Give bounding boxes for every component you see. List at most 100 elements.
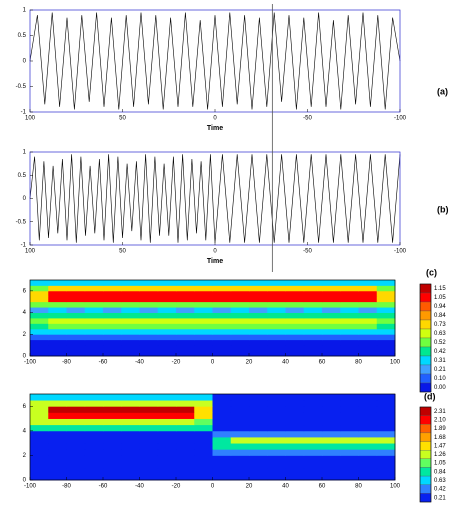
heat-cell (230, 296, 250, 303)
heat-cell (103, 473, 122, 481)
heat-cell (230, 400, 250, 407)
heat-cell (376, 449, 396, 456)
heat-cell (30, 345, 49, 351)
heat-cell (212, 449, 232, 456)
heat-cell (230, 394, 250, 401)
colorbar-label: 0.63 (434, 478, 446, 484)
heat-cell (303, 437, 323, 444)
heat-cell (249, 339, 268, 346)
heat-cell (157, 443, 177, 450)
heat-cell (358, 312, 378, 319)
heat-cell (230, 328, 250, 335)
heat-cell (139, 430, 159, 438)
heat-cell (121, 312, 140, 319)
heat-cell (322, 318, 341, 324)
heat-cell (212, 323, 232, 330)
heat-cell (84, 290, 104, 297)
heat-cell (376, 412, 396, 419)
heat-cell (48, 290, 67, 297)
y-tick-label: 2 (23, 332, 27, 338)
colorbar-label: 0.84 (434, 313, 446, 319)
x-tick-label: -20 (172, 360, 181, 366)
x-tick-label: 100 (25, 116, 36, 122)
heat-cell (303, 301, 323, 308)
heat-cell (322, 339, 341, 346)
panel-label: (d) (424, 391, 436, 401)
heat-cell (30, 328, 49, 335)
heat-cell (249, 307, 268, 313)
heat-cell (176, 339, 195, 346)
heat-cell (285, 345, 305, 351)
heat-cell (121, 424, 140, 432)
x-tick-label: 50 (119, 116, 126, 122)
heat-cell (249, 334, 268, 341)
heat-cell (267, 301, 286, 308)
colorbar-swatch (419, 328, 432, 339)
heat-cell (176, 400, 195, 407)
heat-cell (48, 280, 67, 286)
heat-cell (30, 339, 49, 346)
heat-cell (212, 350, 232, 357)
heat-cell (48, 394, 67, 401)
x-tick-label: -60 (99, 484, 108, 490)
heat-cell (139, 424, 159, 432)
heat-cell (139, 280, 159, 286)
heat-cell (358, 350, 378, 357)
heat-cell (157, 400, 177, 407)
heat-cell (157, 424, 177, 432)
heat-cell (249, 443, 268, 450)
heat-cell (285, 334, 305, 341)
x-tick-label: -100 (394, 249, 407, 255)
heat-cell (285, 443, 305, 450)
heat-cell (376, 473, 396, 481)
heat-cell (376, 400, 396, 407)
heat-cell (103, 412, 122, 419)
heat-cell (285, 350, 305, 357)
heat-cell (103, 323, 122, 330)
heat-cell (340, 339, 359, 346)
heat-cell (84, 455, 104, 462)
heat-cell (48, 406, 67, 413)
heat-cell (48, 455, 67, 462)
heat-cell (303, 449, 323, 456)
heat-cell (157, 318, 177, 324)
heat-cell (176, 328, 195, 335)
heat-cell (84, 449, 104, 456)
heat-cell (358, 307, 378, 313)
heat-cell (139, 285, 159, 292)
heat-cell (176, 394, 195, 401)
heat-cell (212, 345, 232, 351)
heat-cell (66, 312, 86, 319)
heat-cell (212, 443, 232, 450)
heat-cell (340, 296, 359, 303)
heat-cell (212, 437, 232, 444)
heat-cell (249, 455, 268, 462)
heat-cell (157, 285, 177, 292)
heat-cell (358, 328, 378, 335)
heat-cell (66, 406, 86, 413)
colorbar-label: 0.10 (434, 376, 446, 382)
colorbar-swatch (419, 301, 432, 312)
heat-cell (340, 290, 359, 297)
heat-cell (48, 307, 67, 313)
x-tick-label: -50 (303, 249, 312, 255)
heat-cell (358, 280, 378, 286)
heat-cell (139, 350, 159, 357)
heat-cell (176, 323, 195, 330)
heat-cell (285, 437, 305, 444)
heat-cell (322, 400, 341, 407)
heat-cell (30, 473, 49, 481)
heat-cell (267, 406, 286, 413)
heat-cell (358, 301, 378, 308)
heat-cell (285, 307, 305, 313)
y-tick-label: -1 (21, 110, 27, 116)
heat-cell (66, 443, 86, 450)
heat-cell (194, 323, 213, 330)
heat-cell (48, 412, 67, 419)
heat-cell (194, 400, 213, 407)
heat-cell (176, 467, 195, 475)
x-tick-label: 20 (246, 484, 253, 490)
heat-cell (66, 290, 86, 297)
heat-cell (340, 424, 359, 432)
heat-cell (103, 285, 122, 292)
